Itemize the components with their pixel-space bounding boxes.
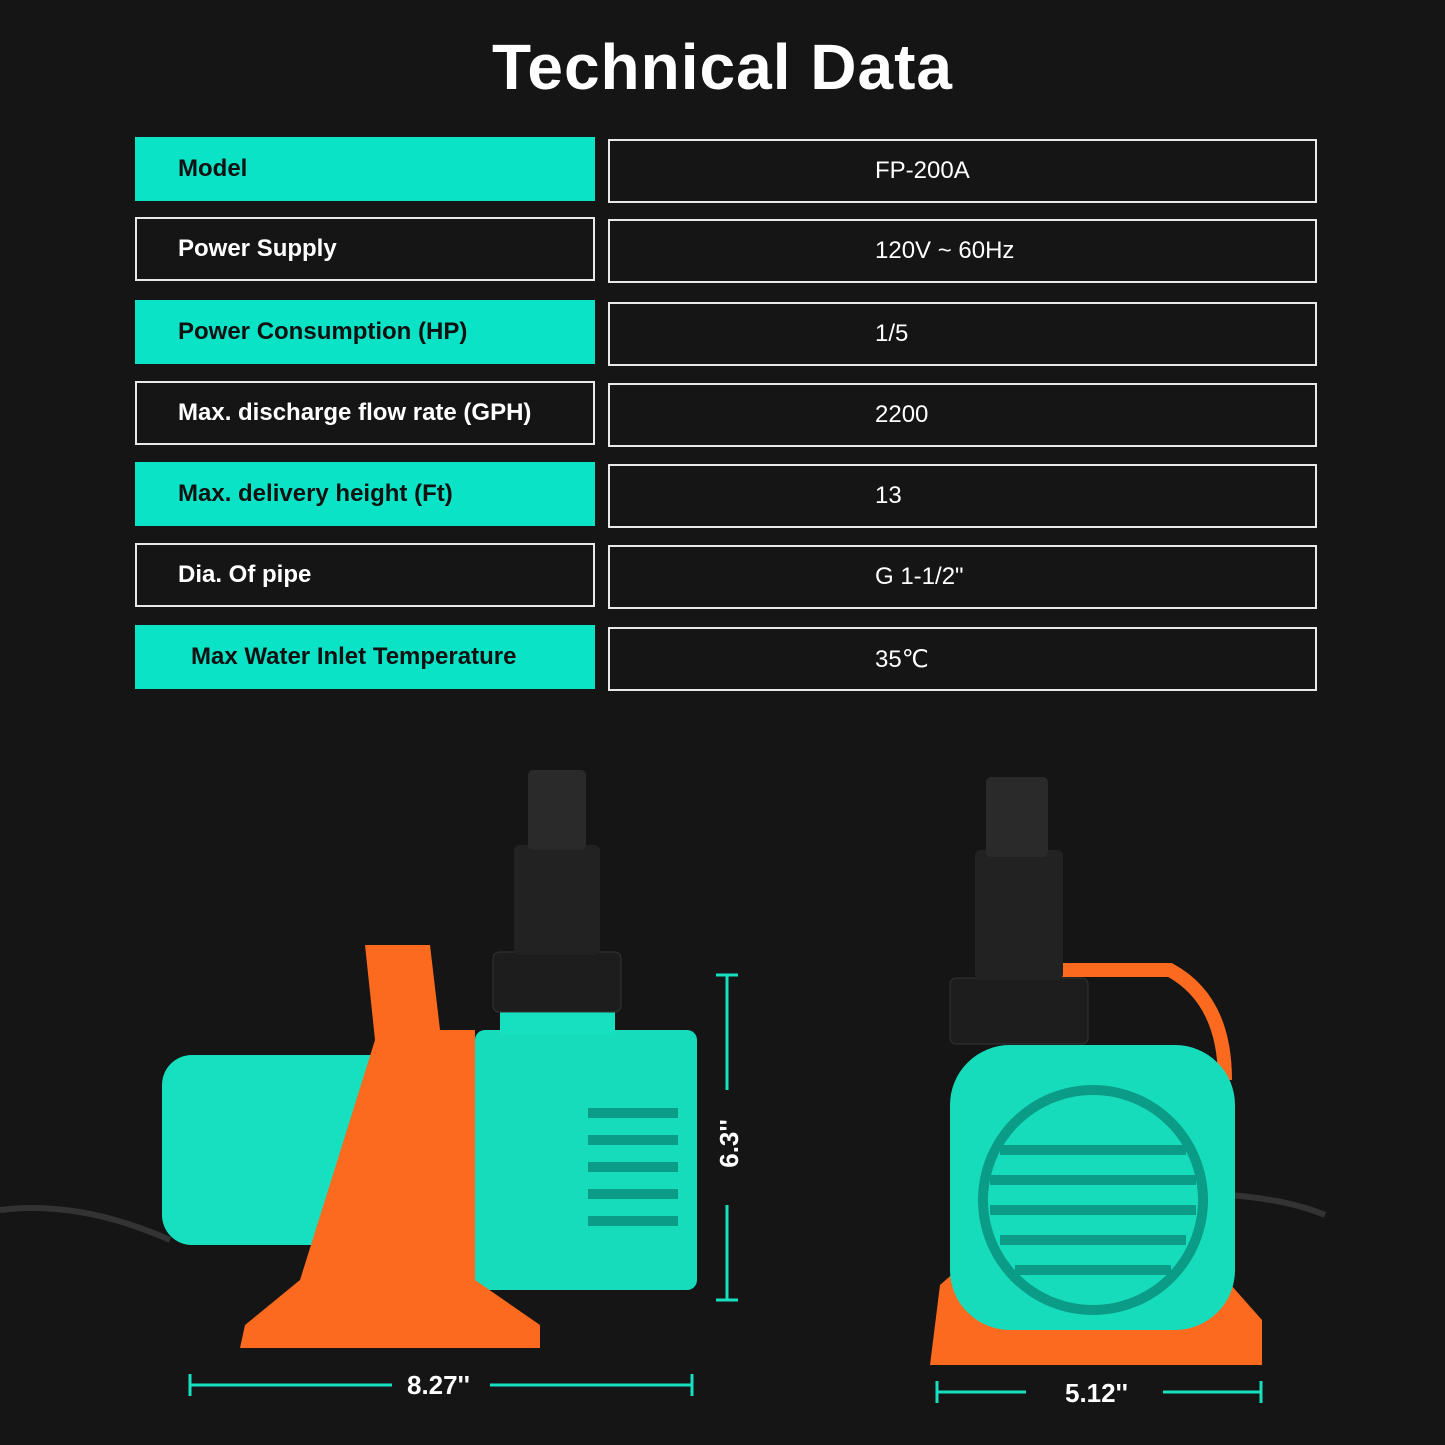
pump-front-view (930, 777, 1327, 1365)
width-dimension: 5.12'' (1065, 1378, 1128, 1408)
spec-value: 2200 (608, 383, 1317, 447)
pump-illustrations (0, 770, 1327, 1403)
height-dimension: 6.3'' (713, 1119, 744, 1168)
spec-label: Power Consumption (HP) (135, 300, 595, 364)
pump-side-view (0, 770, 697, 1348)
spec-label: Dia. Of pipe (135, 543, 595, 607)
page-title: Technical Data (492, 31, 953, 103)
spec-label: Max Water Inlet Temperature (135, 625, 595, 689)
spec-value: 35℃ (608, 627, 1317, 691)
dimension-lines (188, 973, 1263, 1403)
spec-label: Power Supply (135, 217, 595, 281)
spec-value: FP-200A (608, 139, 1317, 203)
spec-label: Model (135, 137, 595, 201)
spec-label: Max. delivery height (Ft) (135, 462, 595, 526)
spec-value: 120V ~ 60Hz (608, 219, 1317, 283)
spec-value: 13 (608, 464, 1317, 528)
spec-value: G 1-1/2" (608, 545, 1317, 609)
spec-value: 1/5 (608, 302, 1317, 366)
spec-label: Max. discharge flow rate (GPH) (135, 381, 595, 445)
length-dimension: 8.27'' (407, 1370, 470, 1400)
